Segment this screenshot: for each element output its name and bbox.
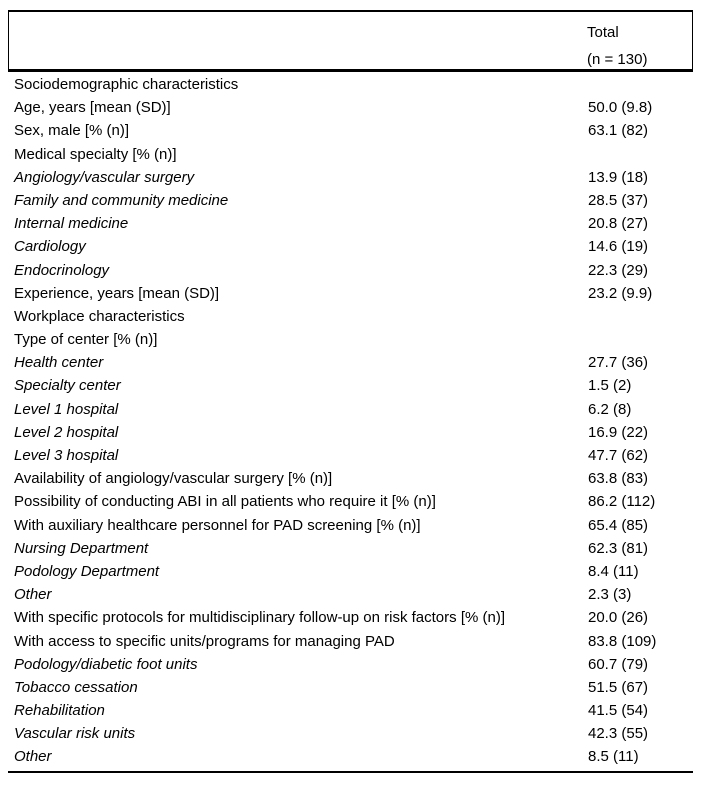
header-total-cell: Total (n = 130) bbox=[587, 12, 692, 69]
table-row: Family and community medicine 28.5 (37) bbox=[8, 189, 693, 212]
table-row: Level 2 hospital 16.9 (22) bbox=[8, 421, 693, 444]
row-label: Endocrinology bbox=[14, 261, 110, 279]
table-row: Level 3 hospital 47.7 (62) bbox=[8, 444, 693, 467]
row-label: Type of center [% (n)] bbox=[14, 331, 158, 349]
row-value: 1.5 (2) bbox=[588, 377, 632, 395]
table-body: Sociodemographic characteristics Age, ye… bbox=[8, 72, 693, 773]
table-row: Nursing Department 62.3 (81) bbox=[8, 537, 693, 560]
table-row: Level 1 hospital 6.2 (8) bbox=[8, 398, 693, 421]
row-value: 27.7 (36) bbox=[588, 354, 649, 372]
row-label: Level 1 hospital bbox=[14, 400, 119, 418]
row-label: Podology Department bbox=[14, 562, 160, 580]
row-value: 13.9 (18) bbox=[588, 168, 649, 186]
summary-table: Total (n = 130) Sociodemographic charact… bbox=[8, 10, 693, 773]
row-label: Health center bbox=[14, 354, 104, 372]
table-row: Sociodemographic characteristics bbox=[8, 73, 693, 96]
table-row: Vascular risk units 42.3 (55) bbox=[8, 722, 693, 745]
row-label: Availability of angiology/vascular surge… bbox=[14, 470, 333, 488]
header-total-label: Total bbox=[587, 24, 619, 41]
table-row: Specialty center 1.5 (2) bbox=[8, 374, 693, 397]
table-row: With access to specific units/programs f… bbox=[8, 630, 693, 653]
row-label: Other bbox=[14, 748, 52, 766]
row-label: Other bbox=[14, 586, 52, 604]
table-row: Other 8.5 (11) bbox=[8, 745, 693, 768]
row-value: 42.3 (55) bbox=[588, 725, 649, 743]
row-label: Medical specialty [% (n)] bbox=[14, 145, 177, 163]
row-label: Specialty center bbox=[14, 377, 121, 395]
table-row: Other 2.3 (3) bbox=[8, 583, 693, 606]
row-value: 47.7 (62) bbox=[588, 447, 649, 464]
row-label: Level 3 hospital bbox=[14, 447, 119, 464]
row-value: 23.2 (9.9) bbox=[588, 284, 653, 302]
table-row: Internal medicine 20.8 (27) bbox=[8, 212, 693, 235]
row-value: 20.8 (27) bbox=[588, 215, 649, 233]
table-row: Workplace characteristics bbox=[8, 305, 693, 328]
row-label: Age, years [mean (SD)] bbox=[14, 99, 171, 117]
row-value bbox=[588, 73, 693, 96]
row-label: Possibility of conducting ABI in all pat… bbox=[14, 493, 436, 511]
row-label: Workplace characteristics bbox=[14, 307, 185, 325]
row-label: Experience, years [mean (SD)] bbox=[14, 284, 220, 302]
header-empty-cell bbox=[9, 12, 587, 69]
row-value: 28.5 (37) bbox=[588, 191, 649, 209]
row-label: Level 2 hospital bbox=[14, 423, 119, 441]
table-row: Endocrinology 22.3 (29) bbox=[8, 259, 693, 282]
row-label: Sociodemographic characteristics bbox=[14, 76, 239, 93]
row-value: 62.3 (81) bbox=[588, 539, 649, 557]
table-row: Tobacco cessation 51.5 (67) bbox=[8, 676, 693, 699]
row-label: Nursing Department bbox=[14, 539, 149, 557]
row-value: 41.5 (54) bbox=[588, 702, 649, 720]
row-label: With access to specific units/programs f… bbox=[14, 632, 395, 650]
row-label: With specific protocols for multidiscipl… bbox=[14, 609, 505, 627]
row-value: 83.8 (109) bbox=[588, 632, 657, 650]
row-value: 63.1 (82) bbox=[588, 122, 649, 140]
table-row: Age, years [mean (SD)] 50.0 (9.8) bbox=[8, 96, 693, 119]
row-value: 14.6 (19) bbox=[588, 238, 649, 256]
row-label: Podology/diabetic foot units bbox=[14, 655, 198, 673]
row-value: 8.5 (11) bbox=[588, 748, 639, 766]
table-row: Rehabilitation 41.5 (54) bbox=[8, 699, 693, 722]
row-value: 50.0 (9.8) bbox=[588, 99, 653, 117]
row-value: 22.3 (29) bbox=[588, 261, 649, 279]
table-row: Sex, male [% (n)] 63.1 (82) bbox=[8, 119, 693, 142]
row-value: 63.8 (83) bbox=[588, 470, 649, 488]
header-n-label: (n = 130) bbox=[587, 51, 648, 68]
row-label: Vascular risk units bbox=[14, 725, 136, 743]
row-label: Cardiology bbox=[14, 238, 86, 256]
table-row: With specific protocols for multidiscipl… bbox=[8, 606, 693, 629]
row-value: 6.2 (8) bbox=[588, 400, 632, 418]
row-value: 16.9 (22) bbox=[588, 423, 649, 441]
row-label: Internal medicine bbox=[14, 215, 129, 233]
table-row: Availability of angiology/vascular surge… bbox=[8, 467, 693, 490]
row-value: 86.2 (112) bbox=[588, 493, 656, 511]
table-row: Cardiology 14.6 (19) bbox=[8, 235, 693, 258]
row-label: With auxiliary healthcare personnel for … bbox=[14, 516, 421, 534]
table-header-row: Total (n = 130) bbox=[8, 10, 693, 72]
table-row: Medical specialty [% (n)] bbox=[8, 143, 693, 166]
row-value: 65.4 (85) bbox=[588, 516, 649, 534]
row-label: Sex, male [% (n)] bbox=[14, 122, 130, 140]
row-value: 8.4 (11) bbox=[588, 562, 639, 580]
table-row: With auxiliary healthcare personnel for … bbox=[8, 514, 693, 537]
table-row: Health center 27.7 (36) bbox=[8, 351, 693, 374]
table-row: Possibility of conducting ABI in all pat… bbox=[8, 490, 693, 513]
table-row: Type of center [% (n)] bbox=[8, 328, 693, 351]
table-row: Podology Department 8.4 (11) bbox=[8, 560, 693, 583]
row-label: Family and community medicine bbox=[14, 191, 229, 209]
row-value: 51.5 (67) bbox=[588, 678, 649, 696]
row-value bbox=[588, 328, 693, 351]
row-value: 2.3 (3) bbox=[588, 586, 632, 604]
table-row: Experience, years [mean (SD)] 23.2 (9.9) bbox=[8, 282, 693, 305]
row-value: 20.0 (26) bbox=[588, 609, 649, 627]
row-value bbox=[588, 305, 693, 328]
row-label: Tobacco cessation bbox=[14, 678, 138, 696]
row-value: 60.7 (79) bbox=[588, 655, 649, 673]
row-label: Angiology/vascular surgery bbox=[14, 168, 195, 186]
table-row: Angiology/vascular surgery 13.9 (18) bbox=[8, 166, 693, 189]
row-value bbox=[588, 143, 693, 166]
table-row: Podology/diabetic foot units 60.7 (79) bbox=[8, 653, 693, 676]
row-label: Rehabilitation bbox=[14, 702, 105, 720]
